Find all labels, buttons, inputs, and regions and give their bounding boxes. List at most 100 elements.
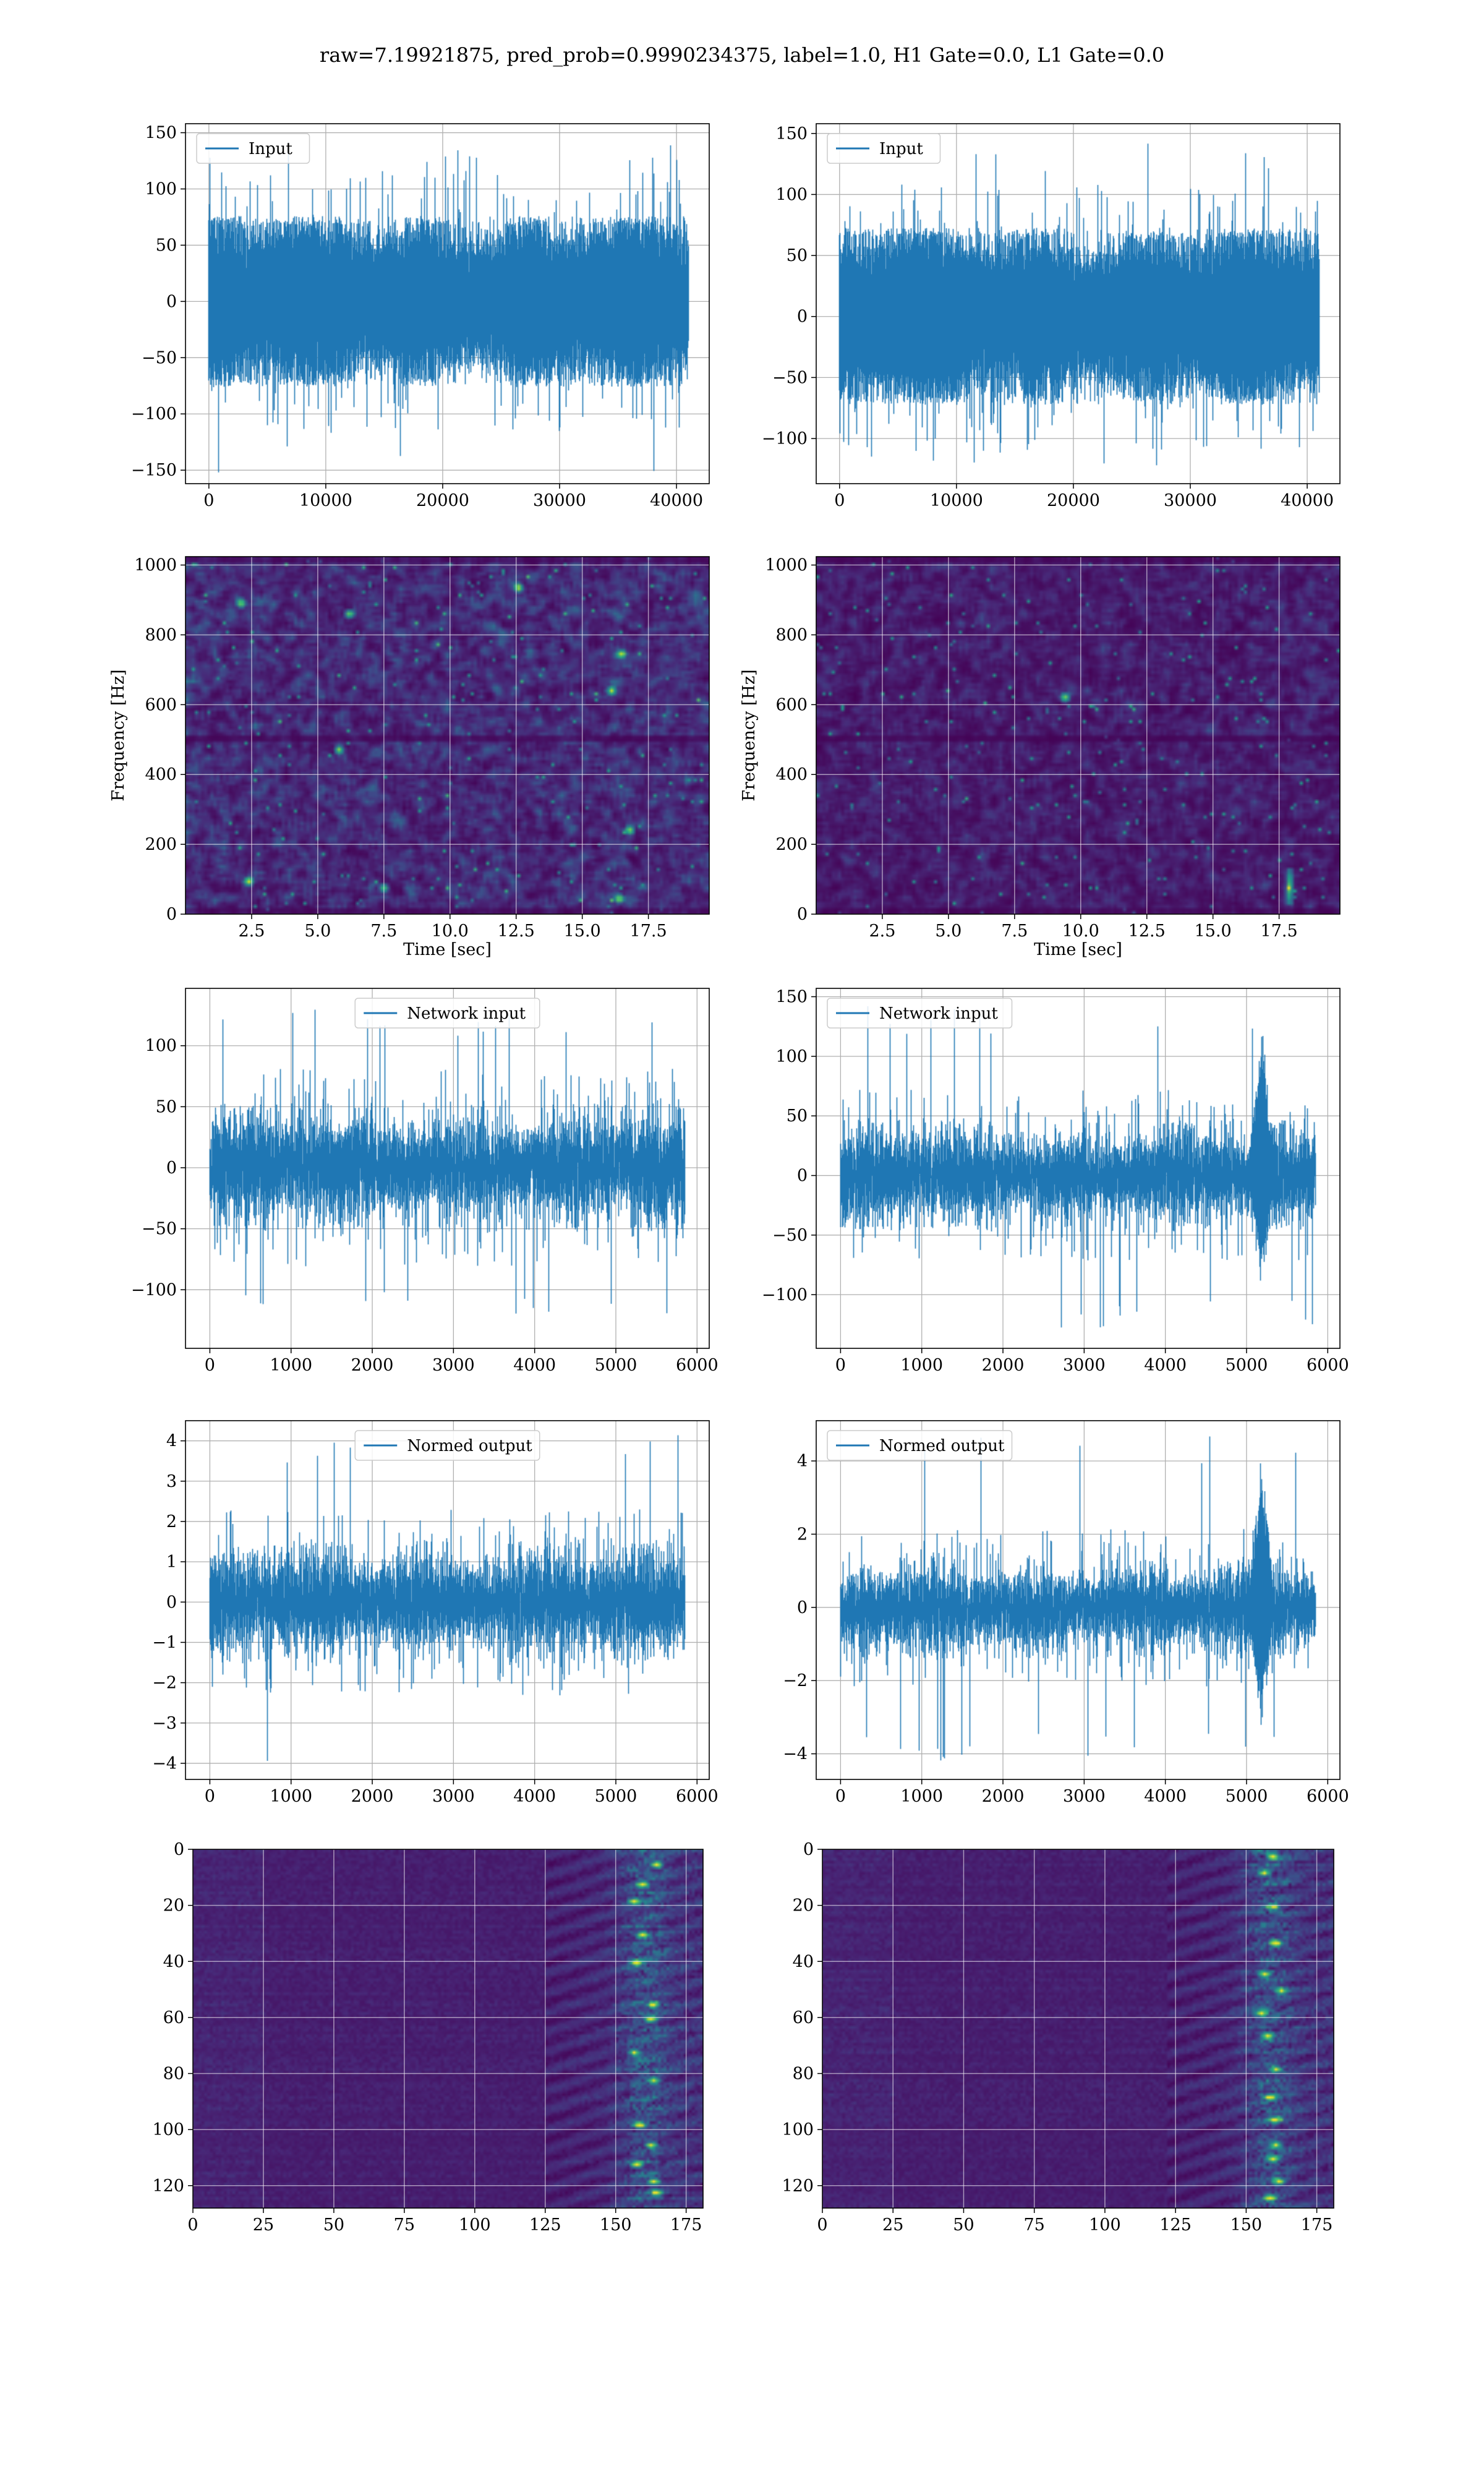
series-line bbox=[816, 1421, 1340, 1779]
chart-r4c2: Normed output 0 1000 2000 3000 4000 5000 6000 −4… bbox=[783, 1420, 1349, 1806]
y-tick-label: 400 bbox=[775, 765, 808, 784]
y-tick-label: 4 bbox=[166, 1432, 177, 1451]
x-tick-label: 1000 bbox=[270, 1356, 312, 1375]
legend-box bbox=[354, 1430, 540, 1461]
spectrogram-image bbox=[186, 557, 709, 914]
y-tick-label: −50 bbox=[772, 368, 808, 387]
series-line bbox=[186, 124, 709, 484]
y-tick-label: 1000 bbox=[134, 556, 177, 575]
x-tick-label: 6000 bbox=[1307, 1787, 1349, 1806]
x-tick-label: 100 bbox=[459, 2215, 491, 2235]
y-tick-label: −100 bbox=[131, 1280, 177, 1299]
x-tick-label: 0 bbox=[203, 491, 214, 510]
x-tick-label: 6000 bbox=[676, 1787, 719, 1806]
x-tick-label: 4000 bbox=[1144, 1356, 1187, 1375]
legend-label: Network input bbox=[407, 1004, 526, 1023]
y-tick-label: 20 bbox=[793, 1896, 814, 1915]
x-tick-label: 30000 bbox=[533, 491, 586, 510]
y-tick-label: 1000 bbox=[765, 556, 808, 575]
y-tick-label: 0 bbox=[166, 292, 177, 311]
y-tick-label: 400 bbox=[145, 765, 177, 784]
activation-image bbox=[193, 1849, 703, 2208]
x-tick-label: 125 bbox=[1159, 2215, 1192, 2235]
y-tick-label: −4 bbox=[783, 1745, 808, 1764]
x-tick-label: 17.5 bbox=[630, 922, 667, 941]
x-tick-label: 75 bbox=[1023, 2215, 1044, 2235]
y-tick-label: 0 bbox=[166, 1593, 177, 1612]
series-line bbox=[816, 988, 1340, 1348]
y-tick-label: −4 bbox=[152, 1754, 177, 1773]
y-tick-label: 0 bbox=[166, 905, 177, 924]
y-tick-label: −150 bbox=[131, 461, 177, 480]
y-tick-label: 4 bbox=[797, 1452, 808, 1471]
y-tick-label: −1 bbox=[152, 1633, 177, 1652]
x-tick-label: 0 bbox=[187, 2215, 198, 2235]
x-tick-label: 7.5 bbox=[1001, 922, 1028, 941]
y-tick-label: −3 bbox=[152, 1714, 177, 1733]
x-tick-label: 15.0 bbox=[1195, 922, 1232, 941]
axes-frame bbox=[185, 988, 710, 1349]
x-tick-label: 30000 bbox=[1164, 491, 1217, 510]
y-tick-label: 0 bbox=[174, 1840, 184, 1859]
y-tick-label: −50 bbox=[772, 1226, 808, 1245]
x-tick-label: 0 bbox=[835, 1356, 846, 1375]
axes-frame bbox=[185, 123, 710, 484]
x-tick-label: 1000 bbox=[900, 1787, 943, 1806]
y-tick-label: 200 bbox=[145, 835, 177, 854]
y-tick-label: 60 bbox=[163, 2008, 184, 2027]
legend-box bbox=[354, 998, 540, 1029]
y-tick-label: 2 bbox=[166, 1512, 177, 1531]
x-tick-label: 5000 bbox=[1226, 1356, 1268, 1375]
y-tick-label: 60 bbox=[793, 2008, 814, 2027]
x-tick-label: 150 bbox=[1230, 2215, 1263, 2235]
x-tick-label: 6000 bbox=[676, 1356, 719, 1375]
axes-frame bbox=[816, 556, 1341, 915]
x-tick-label: 100 bbox=[1089, 2215, 1121, 2235]
y-tick-label: 100 bbox=[782, 2120, 814, 2139]
x-axis-label: Time [sec] bbox=[1034, 940, 1122, 959]
legend-label: Network input bbox=[879, 1004, 998, 1023]
y-tick-label: 200 bbox=[775, 835, 808, 854]
y-tick-label: 50 bbox=[156, 1097, 177, 1116]
legend-label: Normed output bbox=[407, 1437, 532, 1455]
x-tick-label: 2000 bbox=[351, 1356, 394, 1375]
y-tick-label: 80 bbox=[163, 2065, 184, 2084]
y-tick-label: 100 bbox=[145, 1037, 177, 1056]
y-tick-label: −50 bbox=[142, 1220, 177, 1239]
x-tick-label: 150 bbox=[600, 2215, 632, 2235]
x-tick-label: 4000 bbox=[1144, 1787, 1187, 1806]
x-tick-label: 20000 bbox=[1047, 491, 1100, 510]
x-tick-label: 125 bbox=[529, 2215, 561, 2235]
chart-r4c1: Normed output 0 1000 2000 3000 4000 5000 6000 −4… bbox=[152, 1420, 719, 1806]
x-tick-label: 50 bbox=[953, 2215, 974, 2235]
y-tick-label: 0 bbox=[797, 1598, 808, 1617]
x-tick-label: 12.5 bbox=[1128, 922, 1166, 941]
y-axis-label: Frequency [Hz] bbox=[740, 669, 759, 801]
axes-frame bbox=[192, 1849, 704, 2209]
chart-r1c1: Input 0 10000 20000 30000 40000 −150 −100 −50 0 50… bbox=[131, 123, 710, 510]
x-tick-label: 10.0 bbox=[1062, 922, 1099, 941]
y-tick-label: −100 bbox=[762, 429, 808, 448]
axes-frame bbox=[822, 1849, 1334, 2209]
series-line bbox=[186, 988, 709, 1348]
x-tick-label: 2000 bbox=[351, 1787, 394, 1806]
x-tick-label: 12.5 bbox=[498, 922, 535, 941]
y-tick-label: 600 bbox=[775, 695, 808, 714]
y-tick-label: 800 bbox=[775, 625, 808, 644]
x-tick-label: 1000 bbox=[900, 1356, 943, 1375]
y-tick-label: 150 bbox=[145, 124, 177, 143]
axes-frame bbox=[816, 123, 1341, 484]
series-line bbox=[816, 124, 1340, 484]
x-tick-label: 2.5 bbox=[238, 922, 265, 941]
x-tick-label: 4000 bbox=[513, 1787, 556, 1806]
chart-r5c2: 0 25 50 75 100 125 150 175 0 20 40 60 80 100 120 bbox=[782, 1840, 1334, 2235]
legend-box bbox=[827, 998, 1013, 1029]
y-tick-label: 0 bbox=[797, 1166, 808, 1186]
series-line bbox=[186, 1421, 709, 1779]
y-tick-label: 1 bbox=[166, 1552, 177, 1572]
x-tick-label: 0 bbox=[834, 491, 845, 510]
x-tick-label: 0 bbox=[205, 1787, 215, 1806]
y-tick-label: 50 bbox=[156, 236, 177, 255]
